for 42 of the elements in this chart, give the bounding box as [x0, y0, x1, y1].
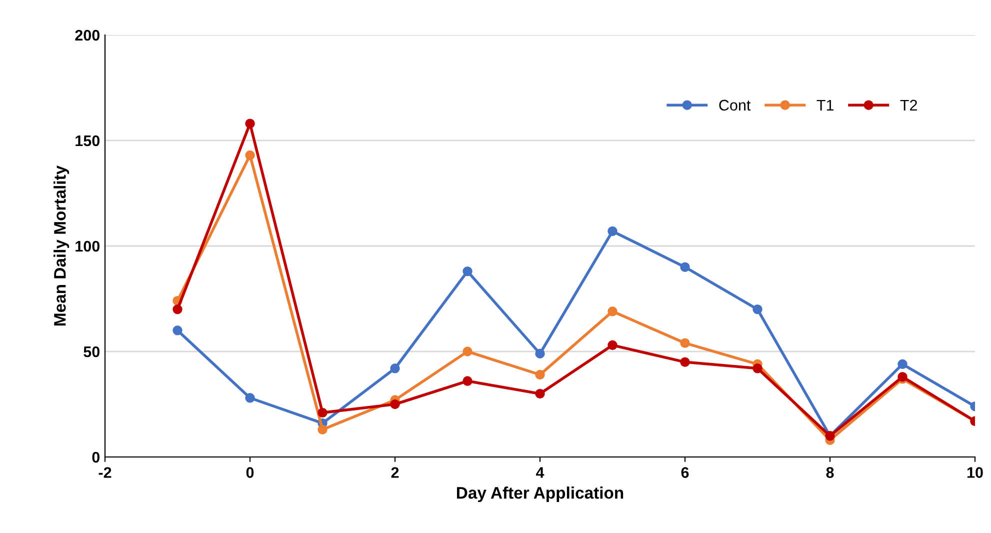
- point: [462, 346, 472, 356]
- point: [680, 262, 690, 272]
- point: [318, 424, 328, 434]
- legend-label: Cont: [719, 100, 751, 111]
- point: [680, 338, 690, 348]
- point: [318, 408, 328, 418]
- point: [535, 370, 545, 380]
- point: [535, 388, 545, 399]
- y-tick-label: 150: [76, 135, 100, 146]
- point: [535, 348, 545, 358]
- y-tick-label: 50: [84, 346, 100, 358]
- point: [898, 372, 908, 382]
- point: [172, 326, 182, 336]
- y-tick-label: 0: [92, 452, 100, 463]
- point: [752, 364, 762, 374]
- point: [752, 304, 762, 314]
- x-tick-label: 0: [246, 467, 254, 478]
- point: [462, 266, 472, 276]
- point: [245, 393, 255, 403]
- point: [608, 226, 618, 236]
- legend-label: T2: [900, 100, 917, 110]
- point: [898, 359, 908, 370]
- point: [172, 304, 182, 314]
- point: [245, 150, 255, 160]
- y-axis-title: Mean Daily Mortality: [54, 166, 70, 326]
- x-tick-label: 6: [681, 467, 689, 478]
- point: [608, 340, 618, 350]
- x-tick-label: 8: [826, 467, 834, 478]
- x-tick-label: 10: [967, 467, 983, 478]
- x-tick-label: 4: [536, 467, 544, 478]
- x-tick-label: 2: [391, 467, 399, 478]
- y-tick-label: 200: [75, 30, 100, 41]
- point: [462, 376, 472, 386]
- y-tick-label: 100: [76, 240, 100, 252]
- point: [390, 364, 400, 374]
- x-axis-title: Day After Application: [457, 486, 624, 502]
- x-tick-label: -2: [98, 467, 112, 478]
- point: [608, 306, 618, 316]
- point: [390, 399, 400, 410]
- point: [680, 357, 690, 367]
- legend-label: T1: [816, 100, 834, 110]
- point: [245, 118, 255, 128]
